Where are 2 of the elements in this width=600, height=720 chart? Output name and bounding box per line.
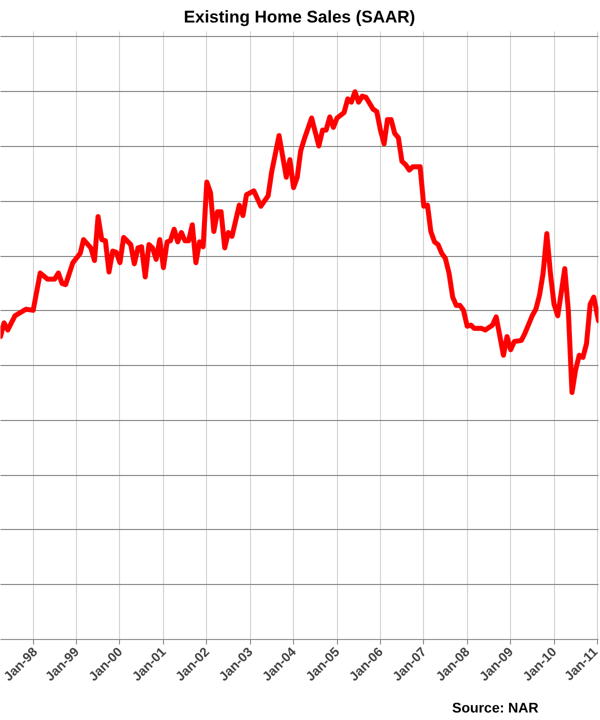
source-note: Source: NAR bbox=[452, 700, 539, 716]
chart-title: Existing Home Sales (SAAR) bbox=[184, 8, 416, 26]
